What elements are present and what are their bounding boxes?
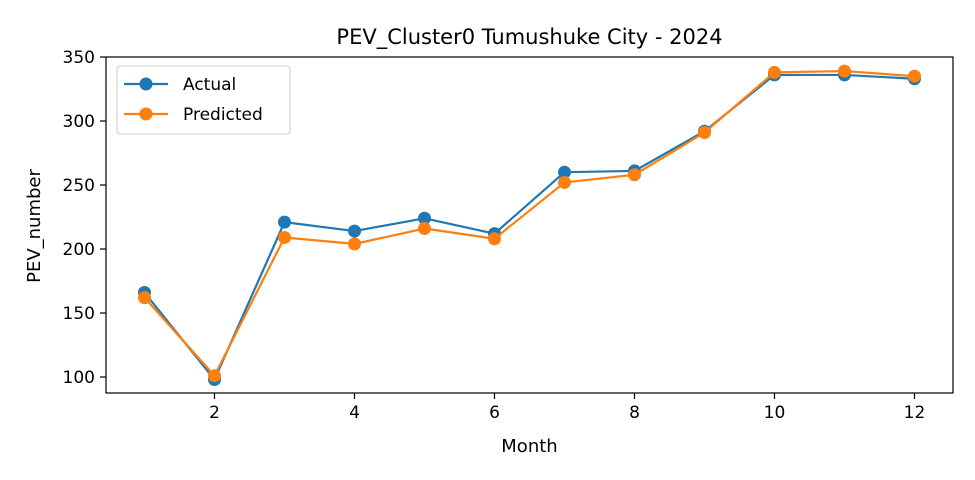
x-tick-label: 10 bbox=[764, 403, 786, 423]
data-point-actual bbox=[558, 165, 571, 179]
series-layer bbox=[138, 64, 921, 387]
y-tick-label: 350 bbox=[63, 48, 95, 68]
series-predicted bbox=[138, 64, 921, 383]
legend-label-predicted: Predicted bbox=[183, 105, 263, 125]
legend-marker-actual bbox=[139, 77, 153, 91]
data-point-actual bbox=[348, 224, 361, 238]
y-axis: 100 150 200 250 300 350 bbox=[63, 48, 106, 388]
legend: Actual Predicted bbox=[116, 65, 291, 135]
data-point-predicted bbox=[418, 222, 431, 236]
x-axis-label: Month bbox=[501, 436, 557, 457]
y-tick-label: 250 bbox=[63, 176, 95, 196]
x-tick-label: 6 bbox=[489, 403, 500, 423]
data-point-predicted bbox=[628, 168, 641, 182]
data-point-predicted bbox=[348, 237, 361, 251]
data-point-predicted bbox=[838, 64, 851, 78]
chart-title: PEV_Cluster0 Tumushuke City - 2024 bbox=[336, 25, 722, 50]
x-tick-label: 8 bbox=[629, 403, 640, 423]
series-line-predicted bbox=[143, 69, 915, 377]
x-tick-label: 4 bbox=[349, 403, 360, 423]
data-point-actual bbox=[278, 215, 291, 229]
y-tick-label: 100 bbox=[63, 368, 95, 388]
data-point-predicted bbox=[208, 369, 221, 383]
series-line-actual bbox=[143, 73, 915, 381]
data-point-predicted bbox=[698, 126, 711, 140]
y-axis-label: PEV_number bbox=[24, 169, 45, 283]
x-tick-label: 2 bbox=[209, 403, 220, 423]
data-point-predicted bbox=[488, 232, 501, 246]
data-point-predicted bbox=[908, 69, 921, 83]
x-axis: 2 4 6 8 10 12 bbox=[209, 393, 925, 423]
y-tick-label: 150 bbox=[63, 304, 95, 324]
x-tick-label: 12 bbox=[904, 403, 926, 423]
data-point-predicted bbox=[278, 230, 291, 244]
y-tick-label: 200 bbox=[63, 240, 95, 260]
data-point-predicted bbox=[558, 175, 571, 189]
data-point-actual bbox=[418, 211, 431, 225]
data-point-predicted bbox=[138, 291, 151, 305]
legend-label-actual: Actual bbox=[183, 75, 236, 95]
legend-marker-predicted bbox=[139, 107, 153, 121]
data-point-predicted bbox=[768, 65, 781, 79]
y-tick-label: 300 bbox=[63, 112, 95, 132]
